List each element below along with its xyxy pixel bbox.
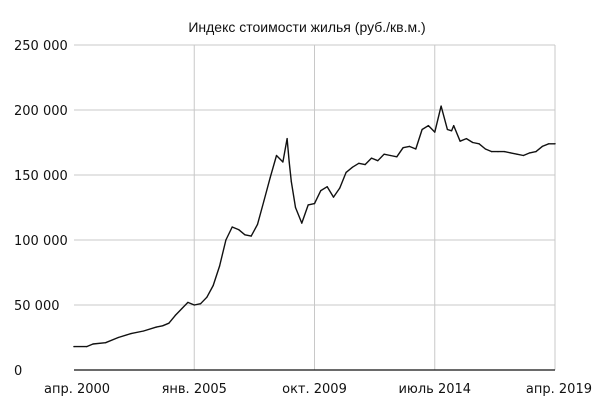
data-point [465,138,467,140]
data-point [339,187,341,189]
data-point [162,325,164,327]
series-line [73,105,556,348]
data-point [181,308,183,310]
data-point [263,200,265,202]
data-point [370,157,373,159]
data-point [168,322,170,324]
data-point [212,284,214,287]
data-point [290,180,292,183]
data-point [497,151,499,153]
data-point [484,148,486,150]
data-point [427,125,429,127]
data-point [472,141,474,144]
y-tick-label: 200 000 [14,104,68,119]
x-axis-tick-labels: апр. 2000 янв. 2005 окт. 2009 июль 2014 апр.… [44,382,592,397]
data-point [301,222,303,224]
data-point [225,239,227,241]
data-point [193,304,195,306]
data-point [408,145,410,147]
data-point [250,235,252,237]
data-point [541,145,543,147]
data-point [554,143,556,145]
data-point [244,234,246,236]
data-point [503,151,505,153]
data-point [510,152,512,154]
data-point [105,342,107,344]
chart-title: Индекс стоимости жилья (руб./кв.м.) [188,19,425,35]
data-point [86,346,88,348]
data-point [358,162,360,164]
y-tick-label: 150 000 [14,169,68,184]
data-point [92,343,94,345]
data-point [364,164,366,166]
data-point [288,161,290,163]
data-point [522,154,525,157]
data-point [320,190,322,192]
x-tick-label: янв. 2005 [162,382,227,397]
y-tick-label: 250 000 [14,39,68,54]
y-tick-label: 100 000 [14,234,68,249]
data-point [377,160,379,162]
data-point [282,161,284,163]
data-point [548,143,550,145]
data-point [383,153,385,155]
data-point [453,125,455,127]
data-point [238,229,240,231]
x-tick-label: апр. 2019 [526,382,592,397]
data-point [269,177,271,179]
data-point [446,128,448,131]
data-point [535,151,537,153]
data-point [256,223,259,225]
data-point [275,154,278,157]
data-point [155,326,157,328]
data-point [187,301,189,303]
series-layer [73,105,556,348]
data-point [73,346,75,348]
data-point [313,203,316,205]
data-point [516,153,518,155]
data-point [491,151,493,153]
data-point [421,128,423,131]
data-point [294,206,297,209]
data-point [332,196,335,198]
data-point [286,138,288,140]
data-point [345,171,347,173]
data-point [415,148,417,150]
data-point [326,186,328,188]
data-point [529,152,531,154]
data-point [389,154,391,157]
data-point [219,265,221,267]
data-point [434,131,436,133]
y-tick-label: 50 000 [14,299,60,314]
x-tick-label: окт. 2009 [282,382,347,397]
x-tick-label: апр. 2000 [44,382,110,397]
data-point [117,336,119,339]
data-point [231,226,233,228]
data-point [200,303,202,305]
data-point [143,330,145,332]
data-point [307,204,309,206]
data-point [451,130,453,132]
series-points [73,105,556,348]
data-point [174,314,176,316]
x-tick-label: июль 2014 [398,382,471,397]
data-point [351,166,354,168]
data-point [206,296,208,298]
data-point [478,143,480,145]
data-point [396,156,398,158]
data-point [459,140,461,142]
data-point [440,105,442,107]
data-point [130,333,132,335]
gridlines [74,44,556,370]
y-tick-label: 0 [14,364,22,379]
data-point [402,147,404,149]
y-axis-tick-labels: 0 50 000 100 000 150 000 200 000 250 000 [14,39,68,379]
